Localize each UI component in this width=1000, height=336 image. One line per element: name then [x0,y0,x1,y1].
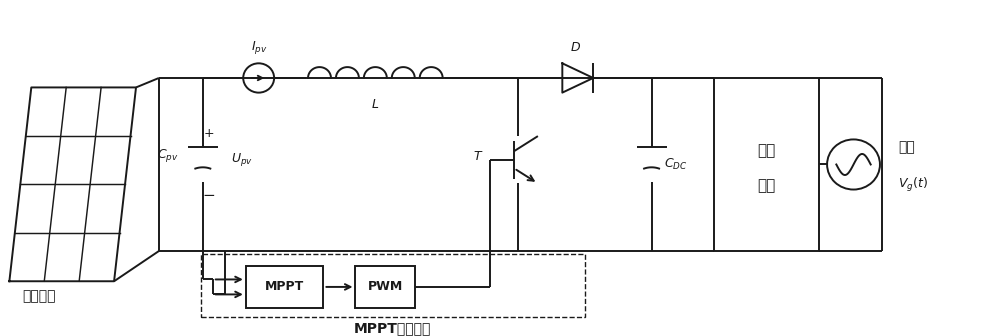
Bar [714,78,819,251]
Bar [355,266,415,308]
Text: $I_{pv}$: $I_{pv}$ [251,39,268,56]
Text: +: + [203,127,214,140]
Bar [246,266,323,308]
Text: $T$: $T$ [473,151,483,163]
Bar [201,254,585,317]
Text: 电网: 电网 [898,140,915,155]
Text: $L$: $L$ [371,98,379,111]
Text: −: − [202,188,215,203]
Text: $C_{DC}$: $C_{DC}$ [664,157,687,172]
Text: MPPT控制电路: MPPT控制电路 [354,321,431,335]
Text: 光伏阵列: 光伏阵列 [23,289,56,303]
Text: 并网: 并网 [758,143,776,158]
Text: $U_{pv}$: $U_{pv}$ [231,151,253,168]
Text: $D$: $D$ [570,41,581,54]
Text: MPPT: MPPT [265,281,304,293]
Text: $C_{pv}$: $C_{pv}$ [157,146,179,164]
Text: $V_g(t)$: $V_g(t)$ [898,176,928,194]
Text: PWM: PWM [368,281,403,293]
Text: 逆变: 逆变 [758,178,776,193]
